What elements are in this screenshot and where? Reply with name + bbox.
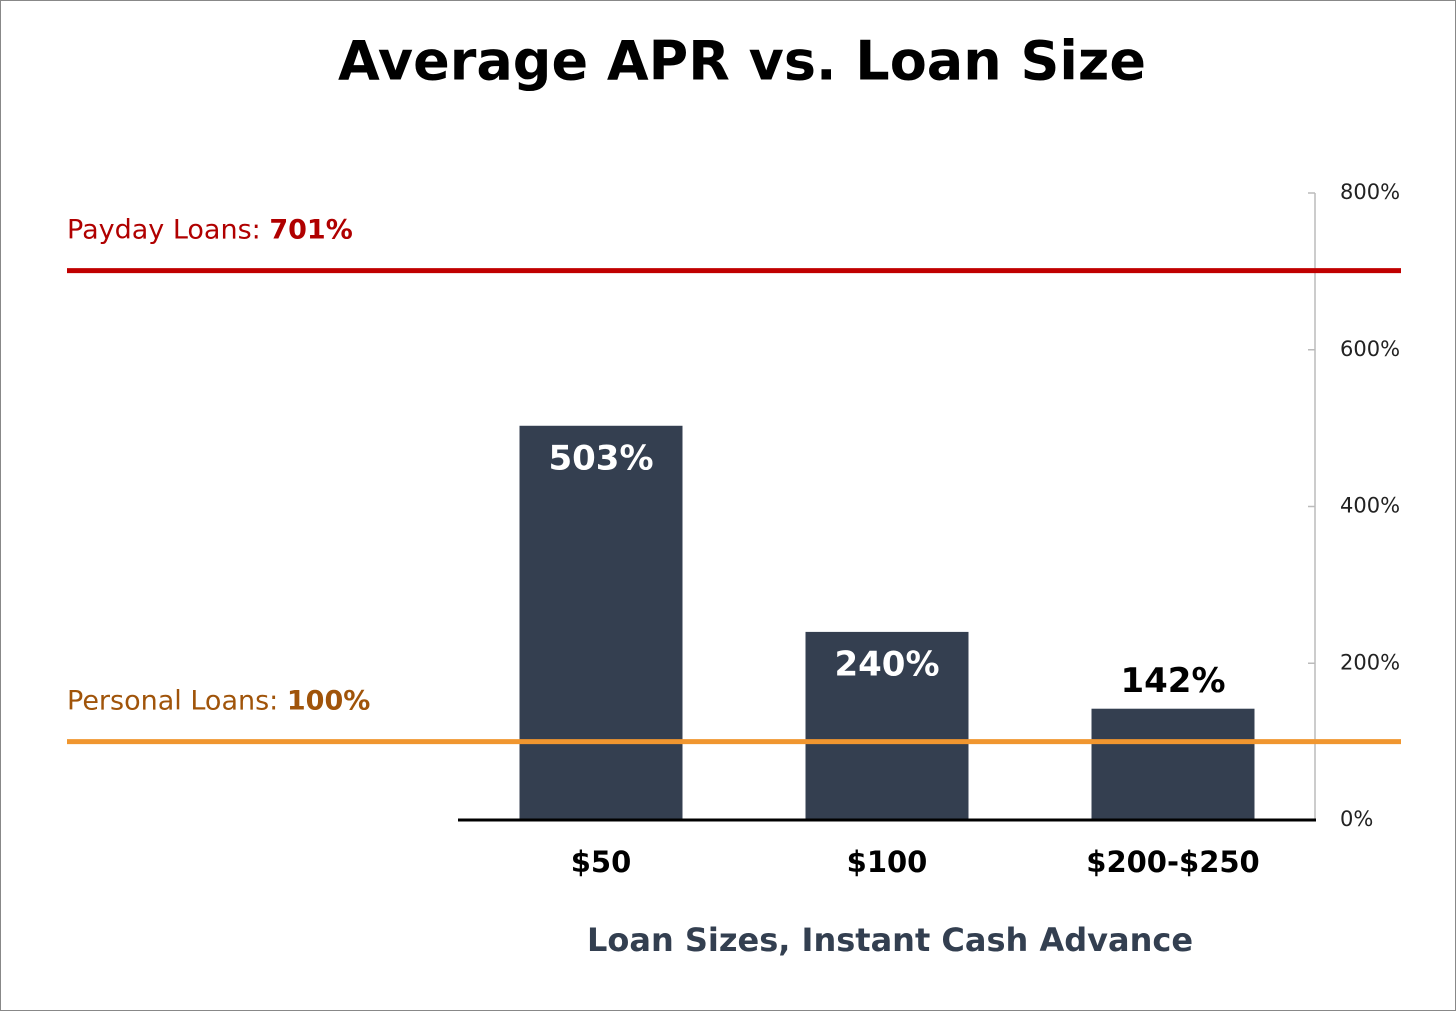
- reference-value-label: 100%: [287, 685, 370, 716]
- y-tick-label: 0%: [1340, 807, 1373, 831]
- y-tick-label: 600%: [1340, 337, 1400, 361]
- x-tick-label: $100: [847, 845, 928, 879]
- bar: [805, 631, 969, 820]
- y-tick-label: 800%: [1340, 180, 1400, 204]
- value-label: 503%: [548, 438, 653, 478]
- reference-label: Personal Loans: 100%: [67, 685, 370, 716]
- x-tick-label: $200-$250: [1086, 845, 1259, 879]
- reference-value-label: 701%: [269, 214, 352, 245]
- value-label: 240%: [834, 644, 939, 684]
- bar: [519, 425, 683, 820]
- x-axis-label: Loan Sizes, Instant Cash Advance: [587, 921, 1193, 959]
- y-tick-label: 400%: [1340, 494, 1400, 518]
- bar: [1091, 708, 1255, 820]
- x-tick-label: $50: [571, 845, 632, 879]
- reference-label: Payday Loans: 701%: [67, 214, 353, 245]
- chart-title: Average APR vs. Loan Size: [338, 30, 1146, 93]
- reference-name: Payday Loans:: [67, 214, 261, 245]
- y-tick-label: 200%: [1340, 650, 1400, 674]
- reference-name: Personal Loans:: [67, 685, 278, 716]
- value-label: 142%: [1120, 661, 1225, 701]
